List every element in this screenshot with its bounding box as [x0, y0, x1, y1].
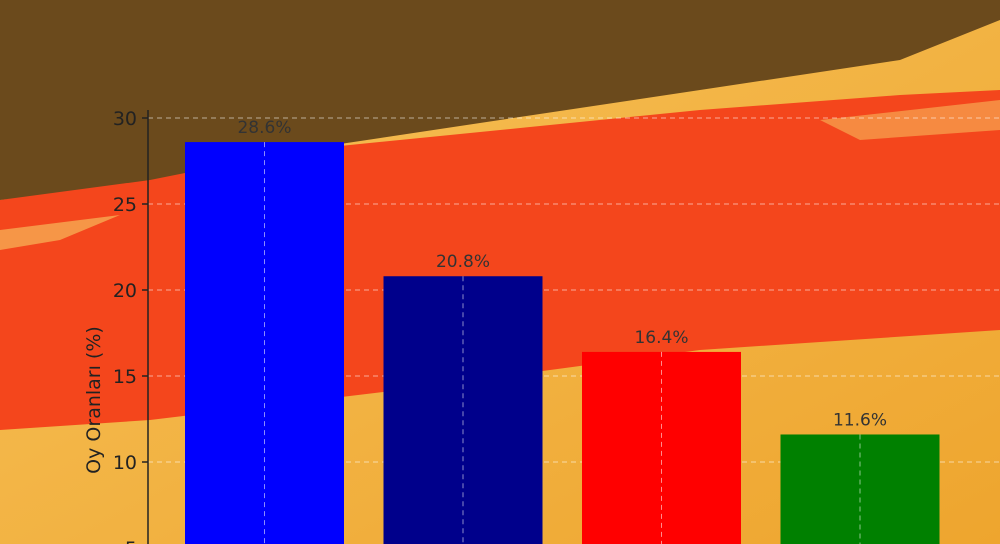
y-tick-label: 25: [113, 194, 137, 216]
bar: [582, 351, 741, 544]
y-tick-label: 30: [113, 108, 137, 130]
y-axis-label: Oy Oranları (%): [83, 326, 105, 474]
data-label: 11.6%: [833, 410, 887, 430]
y-tick-label: 15: [113, 366, 137, 388]
bar: [383, 276, 543, 544]
data-label: 16.4%: [634, 328, 688, 348]
data-label: 20.8%: [436, 252, 490, 272]
data-label: 28.6%: [237, 118, 291, 138]
y-tick-label: 20: [113, 280, 137, 302]
y-tick-label: 10: [113, 452, 137, 474]
y-tick-label: 5: [125, 538, 137, 544]
